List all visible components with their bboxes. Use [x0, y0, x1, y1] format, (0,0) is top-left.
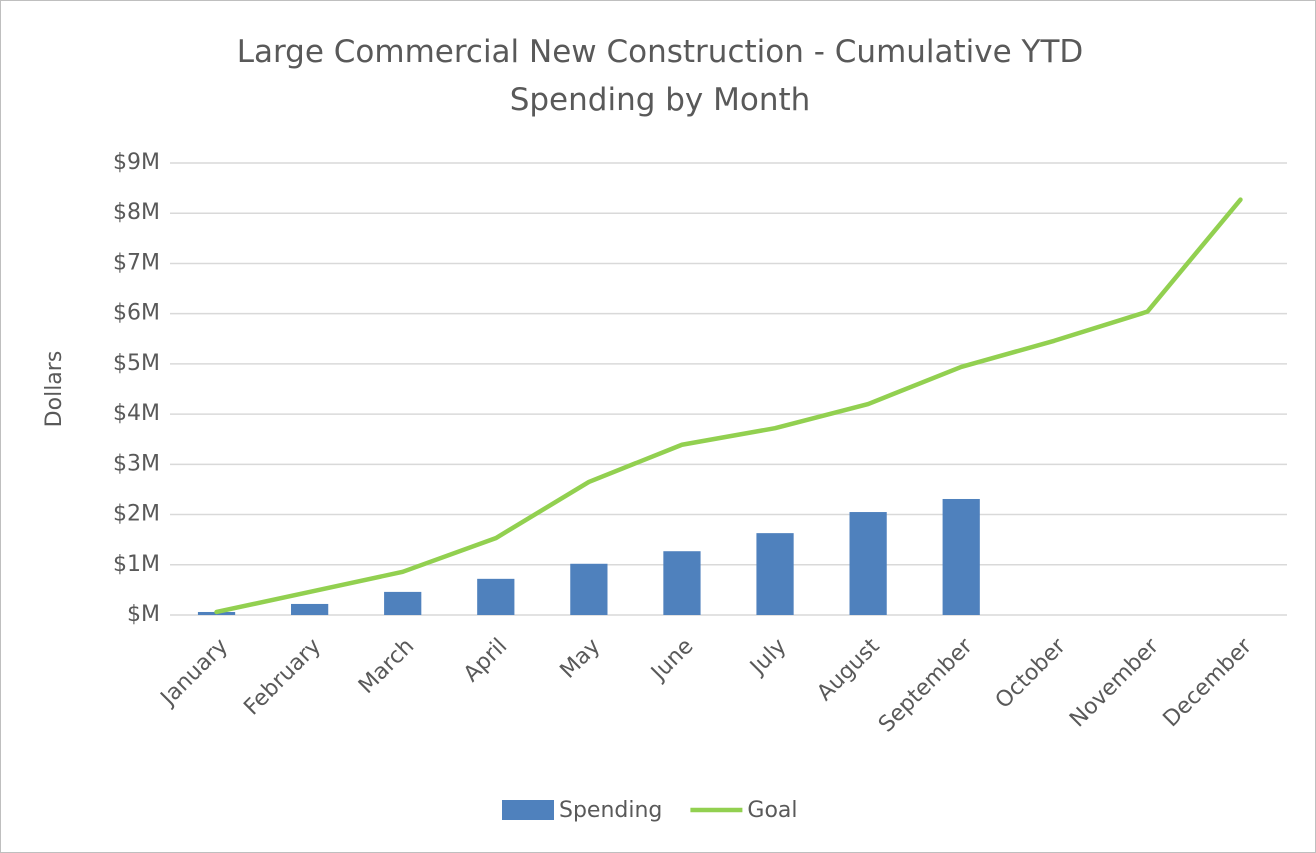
- bar: [384, 591, 422, 615]
- y-tick-label: $8M: [113, 200, 160, 225]
- x-tick-label: March: [354, 634, 419, 699]
- x-tick-label: July: [744, 634, 791, 681]
- x-tick-label: November: [1065, 633, 1164, 732]
- y-tick-label: $5M: [113, 351, 160, 376]
- chart-title: Large Commercial New Construction - Cumu…: [236, 34, 1084, 118]
- legend-label: Goal: [747, 798, 797, 823]
- x-tick-label: September: [874, 633, 978, 737]
- legend-swatch: [502, 800, 554, 820]
- y-tick-label: $1M: [113, 552, 160, 577]
- bar: [942, 498, 980, 615]
- y-tick-label: $4M: [113, 401, 160, 426]
- y-tick-label: $6M: [113, 301, 160, 326]
- y-tick-label: $7M: [113, 250, 160, 275]
- y-tick-label: $9M: [113, 150, 160, 175]
- y-tick-label: $M: [127, 602, 160, 627]
- x-tick-label: June: [645, 634, 698, 687]
- x-tick-label: April: [459, 634, 512, 687]
- bar: [477, 578, 515, 615]
- bar: [663, 551, 701, 615]
- y-tick-label: $2M: [113, 502, 160, 527]
- line: [214, 197, 1243, 615]
- y-axis-label: Dollars: [42, 351, 67, 428]
- x-tick-label: May: [556, 634, 606, 684]
- x-tick-label: February: [239, 634, 326, 721]
- legend-label: Spending: [559, 798, 662, 823]
- x-tick-label: August: [812, 634, 884, 706]
- x-tick-label: January: [155, 634, 233, 712]
- bar: [756, 533, 794, 615]
- y-tick-label: $3M: [113, 451, 160, 476]
- x-tick-label: December: [1159, 633, 1258, 732]
- bar: [570, 563, 608, 615]
- bar: [849, 512, 887, 615]
- bar: [291, 603, 329, 615]
- x-tick-label: October: [991, 633, 1072, 714]
